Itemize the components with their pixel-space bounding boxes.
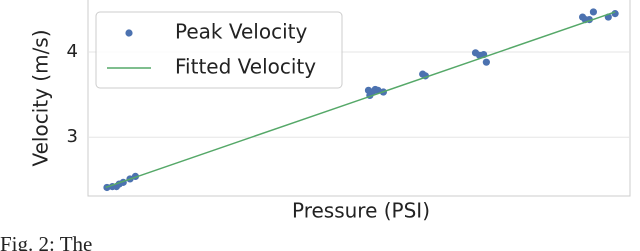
y-tick-label: 3 [67, 126, 78, 147]
fit-line [105, 11, 616, 189]
y-tick-label: 4 [67, 41, 78, 62]
point [589, 8, 598, 16]
legend-label: Peak Velocity [175, 20, 307, 44]
point [374, 86, 382, 94]
y-axis-label: Velocity (m/s) [29, 29, 53, 166]
point [482, 58, 490, 66]
caption: Fig. 2: The [0, 232, 92, 251]
legend: Peak Velocity Fitted Velocity [95, 11, 343, 89]
point [611, 10, 619, 18]
x-axis-label: Pressure (PSI) [292, 199, 430, 223]
legend-box [95, 11, 343, 89]
legend-marker [125, 29, 133, 37]
legend-label: Fitted Velocity [175, 55, 316, 79]
